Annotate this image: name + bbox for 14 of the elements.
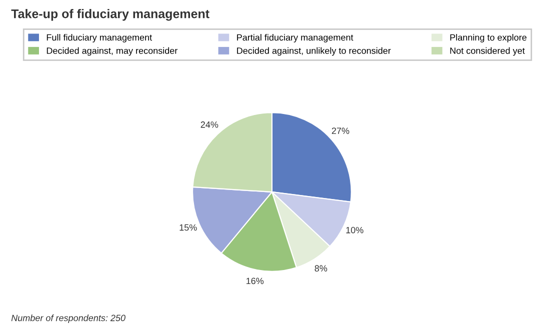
data-label: 10% [346,226,364,234]
data-label: 24% [200,121,218,128]
data-label: 16% [246,278,264,284]
chart-title: Take-up of fiduciary management [11,9,210,21]
legend-label: Partial fiduciary management [237,34,354,42]
legend-label: Full fiduciary management [46,34,152,42]
data-label: 27% [332,128,350,134]
text: Number of respondents: 250 [11,314,126,323]
data-label: 8% [314,265,328,272]
legend-label: Decided against, unlikely to reconsider [237,47,391,56]
legend-label: Planning to explore [450,34,526,42]
legend-label: Not considered yet [450,47,525,56]
legend-label: Decided against, may reconsider [46,47,178,56]
data-label: 15% [180,224,197,231]
